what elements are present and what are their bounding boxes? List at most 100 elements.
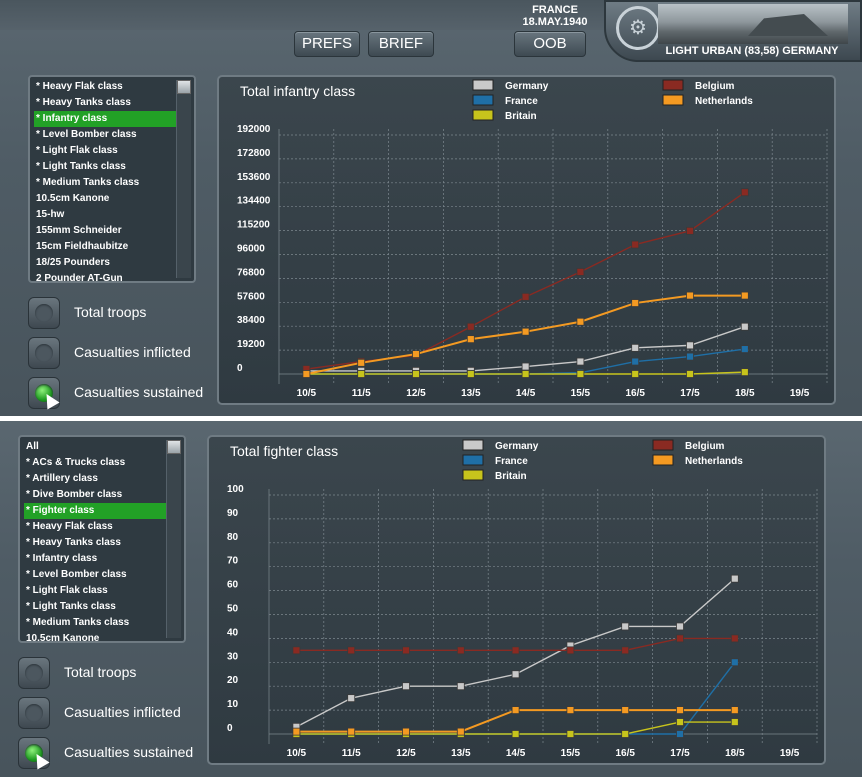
data-point-belgium [740, 188, 749, 197]
date-label: 18.MAY.1940 [522, 16, 588, 28]
option-casualties-inflicted[interactable]: Casualties inflicted [28, 337, 208, 371]
casualties-sustained-toggle[interactable] [28, 377, 60, 409]
unit-class-2-list-item[interactable]: * ACs & Trucks class [26, 457, 126, 468]
option-casualties-sustained-2[interactable]: Casualties sustained [18, 737, 198, 771]
unit-class-2-list-item[interactable]: * Medium Tanks class [26, 617, 130, 628]
infantry-chart: Total infantry class Germany France Britain… [237, 79, 828, 399]
unit-class-list-item[interactable]: 15cm Fieldhaubitze [36, 241, 129, 252]
data-point-belgium [686, 226, 694, 235]
unit-class-2-list-item[interactable]: * Artillery class [26, 473, 98, 484]
country-label: FRANCE [532, 4, 578, 16]
casualties-inflicted-toggle[interactable] [28, 337, 60, 369]
y-tick-label: 60 [227, 580, 239, 591]
unit-class-list-item[interactable]: * Heavy Flak class [36, 81, 123, 92]
unit-class-list-item[interactable]: 10.5cm Kanone [36, 193, 110, 204]
option-total-troops-2[interactable]: Total troops [18, 657, 198, 691]
building-icon [748, 14, 828, 36]
unit-class-list-item[interactable]: * Light Tanks class [36, 161, 126, 172]
legend-swatch-germany [462, 439, 484, 451]
data-point-britain [730, 718, 739, 726]
unit-class-2-list-item[interactable]: * Light Flak class [26, 585, 108, 596]
y-tick-label: 153600 [237, 172, 271, 183]
brief-button[interactable]: BRIEF [368, 31, 434, 57]
data-point-netherlands [456, 727, 465, 736]
x-tick-label: 18/5 [735, 388, 755, 399]
data-point-britain [412, 370, 420, 378]
data-point-netherlands [511, 706, 520, 715]
y-tick-label: 90 [227, 508, 239, 519]
casualties-sustained-toggle-2[interactable] [18, 737, 50, 769]
x-tick-label: 10/5 [287, 748, 307, 759]
unit-class-list-2[interactable]: All * ACs & Trucks class * Artillery class… [18, 435, 186, 643]
data-point-france [631, 357, 640, 366]
data-point-germany [347, 694, 356, 703]
data-point-germany [576, 357, 585, 366]
x-tick-label: 15/5 [571, 388, 591, 399]
unit-class-2-list-item[interactable]: All [26, 441, 39, 452]
y-tick-label: 19200 [237, 339, 265, 350]
option-total-troops[interactable]: Total troops [28, 297, 208, 331]
data-point-belgium [676, 634, 684, 643]
legend-label-belgium: Belgium [685, 441, 725, 452]
data-point-belgium [456, 646, 465, 655]
legend-swatch-netherlands [652, 454, 674, 466]
unit-class-list-item[interactable]: * Light Flak class [36, 145, 118, 156]
x-tick-label: 13/5 [461, 388, 481, 399]
unit-class-list-item[interactable]: 15-hw [36, 209, 65, 220]
casualties-inflicted-toggle-2[interactable] [18, 697, 50, 729]
y-tick-label: 100 [227, 484, 244, 495]
x-tick-label: 16/5 [625, 388, 645, 399]
unit-class-2-list-item[interactable]: * Heavy Tanks class [26, 537, 121, 548]
unit-class-2-list-item[interactable]: 10.5cm Kanone [26, 633, 100, 643]
prefs-button[interactable]: PREFS [294, 31, 360, 57]
y-tick-label: 40 [227, 627, 239, 638]
unit-class-list-item[interactable]: 2 Pounder AT-Gun [36, 273, 123, 283]
location-display: FRANCE 18.MAY.1940 [510, 4, 600, 28]
option-casualties-inflicted-2[interactable]: Casualties inflicted [18, 697, 198, 731]
legend-label-netherlands: Netherlands [685, 456, 743, 467]
terrain-label: LIGHT URBAN (83,58) GERMANY [665, 45, 839, 57]
fighter-chart-panel: Total fighter class Germany France Britain B… [207, 435, 826, 765]
unit-class-list-item[interactable]: * Level Bomber class [36, 129, 137, 140]
unit-class-list[interactable]: * Heavy Flak class * Heavy Tanks class * I… [28, 75, 196, 283]
data-point-germany [631, 343, 640, 352]
unit-class-list-item[interactable]: 18/25 Pounders [36, 257, 110, 268]
x-tick-label: 15/5 [561, 748, 581, 759]
data-point-germany [511, 670, 520, 679]
x-tick-label: 11/5 [352, 388, 371, 399]
unit-class-list-item[interactable]: * Infantry class [34, 111, 184, 127]
oob-button[interactable]: OOB [514, 31, 586, 57]
list-scrollbar[interactable] [176, 80, 191, 278]
emblem-seal-icon: ⚙ [616, 6, 660, 50]
total-troops-toggle-2[interactable] [18, 657, 50, 689]
data-point-belgium [631, 240, 640, 249]
unit-class-2-list-item[interactable]: * Dive Bomber class [26, 489, 123, 500]
data-point-britain [357, 370, 366, 378]
data-point-netherlands [412, 350, 420, 358]
unit-class-list-item[interactable]: * Medium Tanks class [36, 177, 140, 188]
data-point-netherlands [576, 317, 585, 326]
list-scrollbar-2[interactable] [166, 440, 181, 638]
unit-class-list-item[interactable]: * Heavy Tanks class [36, 97, 131, 108]
unit-class-2-list-item[interactable]: * Fighter class [24, 503, 174, 519]
total-troops-toggle[interactable] [28, 297, 60, 329]
option-casualties-sustained[interactable]: Casualties sustained [28, 377, 208, 411]
x-tick-label: 14/5 [506, 748, 526, 759]
data-point-france [730, 658, 739, 667]
data-point-france [740, 345, 749, 354]
legend-label-netherlands: Netherlands [695, 96, 753, 107]
casualties-sustained-label-2: Casualties sustained [64, 744, 194, 760]
unit-class-2-list-item[interactable]: * Heavy Flak class [26, 521, 113, 532]
unit-class-2-list-item[interactable]: * Light Tanks class [26, 601, 116, 612]
scrollbar-thumb[interactable] [177, 80, 191, 94]
unit-class-2-list-item[interactable]: * Infantry class [26, 553, 98, 564]
total-troops-label-2: Total troops [64, 664, 137, 680]
unit-class-list-item[interactable]: 155mm Schneider [36, 225, 122, 236]
scrollbar-thumb-2[interactable] [167, 440, 181, 454]
data-point-belgium [402, 646, 410, 655]
legend-swatch-britain [462, 469, 484, 481]
x-tick-label: 11/5 [342, 748, 361, 759]
data-point-belgium [511, 646, 520, 655]
unit-class-2-list-item[interactable]: * Level Bomber class [26, 569, 127, 580]
y-tick-label: 38400 [237, 315, 265, 326]
